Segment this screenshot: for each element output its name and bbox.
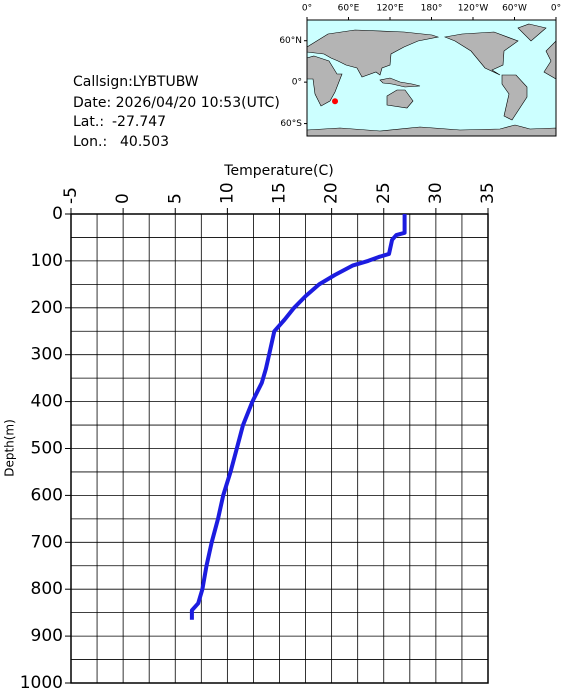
y-axis-title: Depth(m) <box>3 419 17 477</box>
position-marker <box>332 98 339 105</box>
lat-label: Lat.: <box>73 114 104 130</box>
date: Date: 2026/04/20 10:53(UTC) <box>73 95 280 111</box>
map-x-tick-label: 60°W <box>502 4 527 14</box>
x-tick-label: 25 <box>374 182 394 204</box>
land <box>517 23 547 42</box>
callsign: Callsign:LYBTUBW <box>73 74 199 90</box>
y-tick-label: 100 <box>31 251 63 271</box>
land <box>386 89 414 109</box>
map-x-tick-label: 0° <box>551 4 561 14</box>
map-land <box>306 20 557 137</box>
y-tick-label: 0 <box>52 204 63 224</box>
map-x-tick-label: 120°W <box>458 4 489 14</box>
map-x-tick-label: 0° <box>302 4 312 14</box>
x-tick-label: 30 <box>426 182 446 204</box>
land <box>501 74 528 121</box>
lon-value: 40.503 <box>120 134 169 150</box>
y-tick-label: 200 <box>31 298 63 318</box>
y-tick-label: 800 <box>31 579 63 599</box>
map-y-tick-label: 60°S <box>280 119 302 129</box>
plot-frame <box>70 213 489 684</box>
y-tick-label: 300 <box>31 345 63 365</box>
x-tick-label: 20 <box>322 182 342 204</box>
y-tick-label: 600 <box>31 485 63 505</box>
y-tick-label: 1000 <box>20 673 63 690</box>
y-tick-label: 500 <box>31 439 63 459</box>
map-x-tick-label: 60°E <box>338 4 360 14</box>
land <box>306 29 440 78</box>
map-x-tick-label: 180° <box>421 4 443 14</box>
x-tick-label: 5 <box>165 193 185 204</box>
lat-value: -27.747 <box>112 114 166 130</box>
x-tick-label: 35 <box>478 182 498 204</box>
map-x-tick-label: 120°E <box>376 4 404 14</box>
land <box>379 77 421 88</box>
x-axis-title: Temperature(C) <box>223 163 333 179</box>
lon-label: Lon.: <box>73 134 107 150</box>
profile-line <box>189 214 407 620</box>
x-tick-label: 15 <box>270 182 290 204</box>
y-tick-label: 400 <box>31 392 63 412</box>
map-y-tick-label: 60°N <box>279 36 302 46</box>
x-tick-label: 0 <box>113 193 133 204</box>
x-tick-label: -5 <box>61 187 81 204</box>
map-y-tick-label: 0° <box>292 78 302 88</box>
y-tick-label: 700 <box>31 532 63 552</box>
x-tick-label: 10 <box>217 182 237 204</box>
y-tick-label: 900 <box>31 626 63 646</box>
land <box>443 31 519 76</box>
